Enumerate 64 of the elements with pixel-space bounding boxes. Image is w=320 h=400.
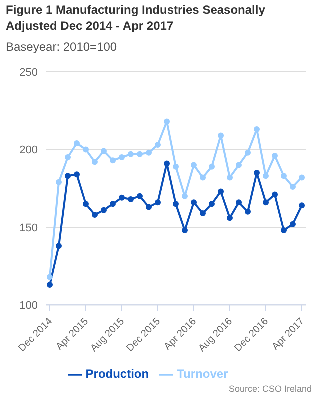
point	[47, 274, 53, 280]
point	[137, 151, 143, 158]
y-tick-label: 150	[20, 222, 38, 234]
point	[119, 154, 125, 160]
point	[92, 159, 98, 166]
point	[236, 162, 242, 168]
point	[56, 179, 62, 186]
point	[281, 173, 287, 180]
point	[299, 202, 305, 209]
point	[209, 164, 215, 170]
point	[209, 201, 215, 208]
point	[164, 118, 170, 125]
y-tick-label: 100	[20, 300, 38, 312]
source-note: Source: CSO Ireland	[228, 384, 312, 394]
point	[83, 201, 89, 208]
point	[155, 142, 161, 148]
point	[110, 201, 116, 208]
point	[245, 208, 251, 215]
point	[263, 200, 269, 206]
point	[227, 215, 233, 222]
point	[101, 207, 107, 214]
point	[263, 173, 269, 180]
point	[218, 188, 224, 195]
point	[218, 132, 224, 139]
point	[272, 192, 278, 198]
chart-title: Figure 1 Manufacturing Industries Seasonally Adjusted Dec 2014 - Apr 2017	[6, 2, 266, 34]
legend-label: Production	[86, 367, 150, 382]
point	[164, 160, 170, 167]
point	[281, 228, 287, 234]
point	[290, 221, 296, 228]
point	[56, 243, 62, 250]
y-tick-label: 200	[20, 144, 38, 157]
point	[110, 158, 116, 164]
point	[47, 282, 53, 288]
point	[245, 150, 251, 156]
y-tick-label: 250	[20, 66, 38, 79]
point	[299, 174, 305, 181]
point	[182, 228, 188, 234]
point	[92, 212, 98, 218]
point	[146, 204, 152, 210]
point	[272, 152, 278, 159]
point	[146, 150, 152, 156]
point	[83, 146, 89, 153]
point	[191, 200, 197, 206]
point	[65, 173, 71, 180]
point	[137, 193, 143, 200]
point	[200, 174, 206, 181]
point	[65, 154, 71, 160]
point	[236, 200, 242, 206]
point	[173, 201, 179, 208]
point	[173, 164, 179, 170]
point	[74, 172, 80, 178]
point	[74, 140, 80, 147]
point	[101, 148, 107, 154]
point	[128, 151, 134, 158]
point	[227, 174, 233, 181]
point	[200, 210, 206, 216]
point	[128, 196, 134, 202]
point	[290, 184, 296, 190]
legend-label: Turnover	[177, 367, 228, 382]
point	[155, 200, 161, 206]
chart-subtitle: Baseyear: 2010=100	[6, 40, 118, 54]
point	[191, 162, 197, 168]
point	[119, 194, 125, 201]
